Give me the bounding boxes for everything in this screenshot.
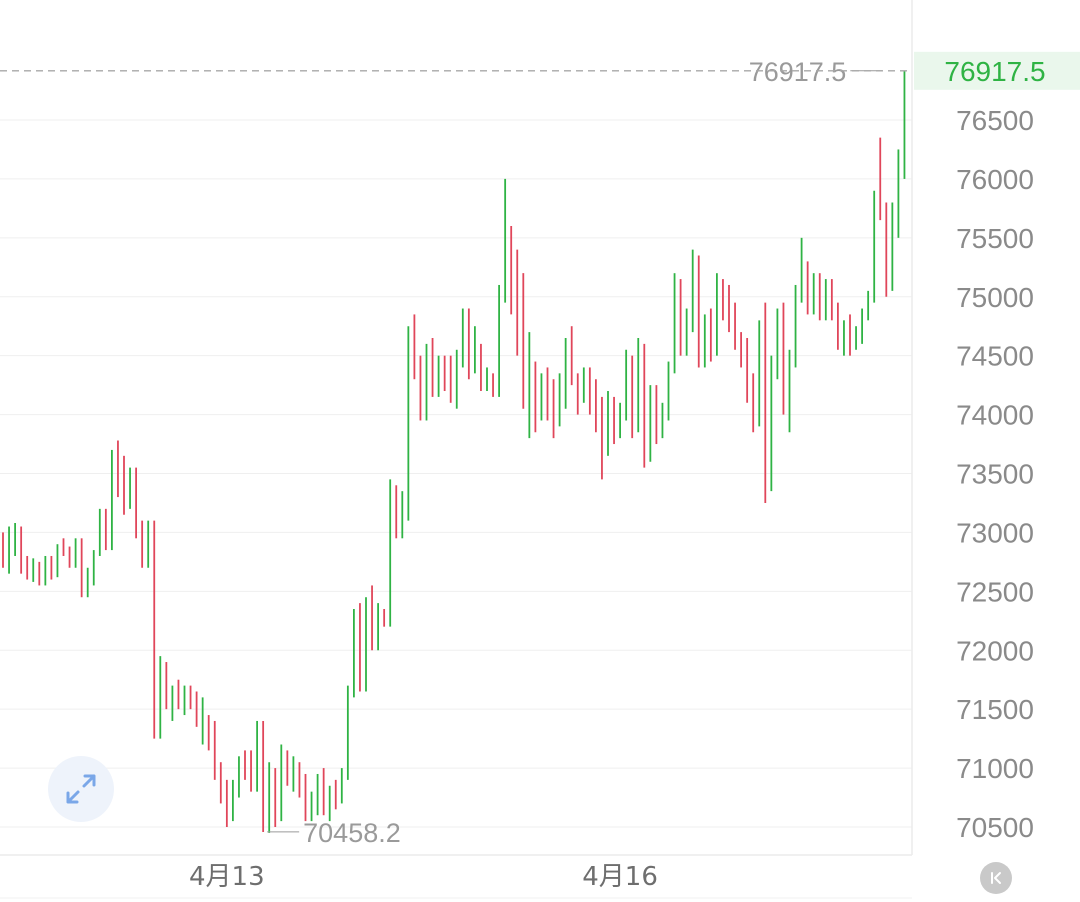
y-tick-label: 76000 (956, 164, 1034, 195)
last-price-label: 76917.5 (944, 56, 1045, 87)
last-price-line: 76917.5 (0, 51, 1080, 90)
y-tick-label: 72000 (956, 635, 1034, 666)
extreme-markers: 70458.2 76917.5 (267, 57, 883, 848)
expand-icon (66, 774, 96, 804)
y-tick-label: 71000 (956, 753, 1034, 784)
y-tick-label: 73000 (956, 517, 1034, 548)
y-tick-label: 75000 (956, 282, 1034, 313)
x-tick-label: 4月16 (582, 862, 658, 892)
fullscreen-button[interactable] (48, 756, 114, 822)
scroll-to-end-icon (991, 872, 1001, 884)
last-price-tag (914, 51, 1080, 90)
y-tick-label: 71500 (956, 694, 1034, 725)
ohlc-bars (2, 70, 906, 833)
y-tick-label: 74500 (956, 341, 1034, 372)
y-axis-ticks: 76500 76000 75500 75000 74500 74000 73500 73000… (956, 105, 1034, 843)
y-tick-label: 73500 (956, 459, 1034, 490)
y-tick-label: 70500 (956, 812, 1034, 843)
y-tick-label: 72500 (956, 576, 1034, 607)
min-price-label: 70458.2 (303, 818, 401, 848)
y-tick-label: 75500 (956, 223, 1034, 254)
x-axis-ticks: 4月13 4月16 (189, 862, 658, 892)
y-tick-label: 74000 (956, 400, 1034, 431)
scroll-to-latest-button[interactable] (980, 862, 1012, 894)
x-tick-label: 4月13 (189, 862, 265, 892)
max-price-label: 76917.5 (749, 57, 847, 87)
y-tick-label: 76500 (956, 105, 1034, 136)
